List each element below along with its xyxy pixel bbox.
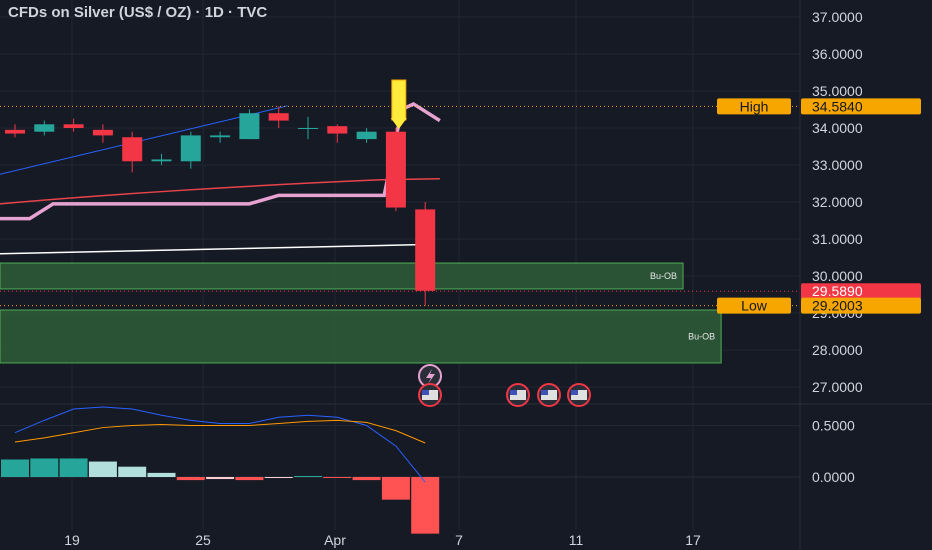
order-block-label: Bu-OB <box>688 331 715 341</box>
candle-body <box>63 124 84 128</box>
candle-body <box>298 128 318 129</box>
price-tags: High 34.5840 29.5890 Low 29.2003 <box>717 98 921 314</box>
macd-histogram-bar <box>381 477 410 500</box>
order-blocks: Bu-OB Bu-OB <box>0 262 722 364</box>
ema-line <box>0 177 440 205</box>
price-tick-label: 34.0000 <box>812 120 863 136</box>
candle-body <box>385 131 406 208</box>
price-tag-label: Low <box>741 298 768 314</box>
price-tick-label: 31.0000 <box>812 231 863 247</box>
us-flag-event-icon-stripes <box>510 390 526 400</box>
macd-line <box>14 406 426 483</box>
price-tick-label: 32.0000 <box>812 194 863 210</box>
candle-body <box>415 209 436 291</box>
macd-histogram-bar <box>118 466 147 477</box>
candle-body <box>92 129 113 136</box>
candle-body <box>122 137 143 162</box>
us-flag-event-icon-canton <box>541 390 548 395</box>
us-flag-event-icon-stripes <box>571 390 587 400</box>
candle-body <box>239 113 260 140</box>
candle-body <box>151 159 172 162</box>
price-tick-label: 35.0000 <box>812 83 863 99</box>
price-tick-label: 27.0000 <box>812 379 863 395</box>
macd-histogram-bar <box>147 472 176 477</box>
candle-body <box>210 135 231 138</box>
candle-body <box>327 126 348 134</box>
price-tick-label: 33.0000 <box>812 157 863 173</box>
order-block-box <box>0 262 684 290</box>
sell-arrow-icon <box>391 79 407 121</box>
lightning-bolt-icon <box>426 369 435 384</box>
macd-histogram-bar <box>294 475 322 477</box>
macd-histogram-bar <box>352 477 381 481</box>
us-flag-event-icon-stripes <box>541 390 557 400</box>
time-tick-label: 25 <box>195 532 211 548</box>
macd-tick-label: 0.5000 <box>812 418 855 434</box>
macd-histogram-bar <box>88 461 117 477</box>
us-flag-event-icon-canton <box>422 390 429 395</box>
sma-line <box>0 243 426 255</box>
order-block-box <box>0 309 722 364</box>
time-tick-label: 19 <box>64 532 80 548</box>
sell-arrow-head-icon <box>390 118 407 129</box>
trailing-stop-line <box>0 101 441 221</box>
time-axis[interactable]: 19 25 Apr 7 11 17 <box>64 532 701 548</box>
price-tag-value-box <box>801 297 921 314</box>
macd-pane <box>0 406 800 534</box>
macd-histogram-bar <box>176 477 205 481</box>
signal-line <box>14 419 426 444</box>
price-tag-value-box <box>801 98 921 115</box>
macd-histogram-bar <box>264 477 293 479</box>
time-tick-label: Apr <box>324 532 346 548</box>
price-tick-label: 28.0000 <box>812 342 863 358</box>
macd-histogram-bar <box>323 477 352 479</box>
price-tick-label: 37.0000 <box>812 9 863 25</box>
macd-histogram-bar <box>206 477 235 480</box>
price-tag-label: High <box>740 98 769 114</box>
candle-body <box>34 124 55 132</box>
time-tick-label: 17 <box>685 532 701 548</box>
time-tick-label: 7 <box>455 532 463 548</box>
candle-body <box>268 113 289 121</box>
price-tag-value: 29.5890 <box>812 283 863 299</box>
macd-histogram-bar <box>411 477 440 534</box>
price-tag-value-box <box>801 283 921 300</box>
price-axis[interactable]: 37.0000 36.0000 35.0000 34.0000 33.0000 32.00… <box>812 9 863 485</box>
event-markers[interactable] <box>418 364 591 407</box>
candles <box>5 79 436 306</box>
time-tick-label: 11 <box>569 532 584 548</box>
macd-histogram-bar <box>59 458 88 477</box>
price-tick-label: 30.0000 <box>812 268 863 284</box>
chart-title: CFDs on Silver (US$ / OZ) · 1D · TVC <box>8 4 268 21</box>
candle-body <box>356 131 377 140</box>
price-tag-value: 29.2003 <box>812 298 863 314</box>
price-tag-label-box <box>717 98 791 115</box>
macd-histogram-bar <box>1 459 29 477</box>
macd-histogram-bar <box>30 458 59 477</box>
us-flag-event-icon-stripes <box>422 390 438 400</box>
macd-histogram-bar <box>235 477 264 481</box>
candle-body <box>5 129 25 134</box>
us-flag-event-icon-canton <box>571 390 578 395</box>
candle-body <box>180 135 201 162</box>
price-tick-label: 36.0000 <box>812 46 863 62</box>
order-block-label: Bu-OB <box>650 271 677 281</box>
price-tag-value: 34.5840 <box>812 98 863 114</box>
us-flag-event-icon-canton <box>510 390 517 395</box>
macd-tick-label: 0.0000 <box>812 469 855 485</box>
price-tag-label-box <box>717 297 791 314</box>
